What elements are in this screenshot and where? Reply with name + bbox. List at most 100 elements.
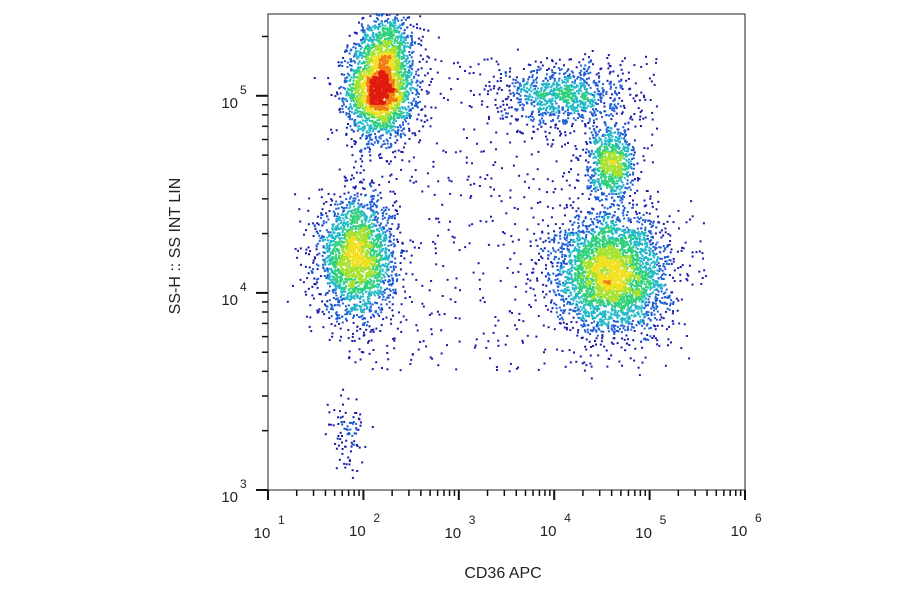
event-dot — [570, 106, 573, 109]
event-dot — [566, 79, 569, 82]
event-dot — [326, 260, 329, 263]
event-dot — [601, 334, 604, 337]
event-dot — [378, 25, 381, 28]
event-dot — [299, 278, 302, 281]
event-dot — [589, 354, 592, 357]
event-dot — [373, 218, 375, 221]
event-dot — [661, 269, 664, 272]
event-dot — [585, 364, 588, 367]
event-dot — [422, 305, 425, 308]
event-dot — [350, 99, 353, 102]
event-dot — [356, 195, 359, 198]
event-dot — [565, 292, 568, 294]
event-dot — [596, 102, 599, 105]
event-dot — [589, 111, 592, 114]
event-dot — [584, 132, 587, 135]
event-dot — [357, 428, 360, 431]
event-dot — [348, 463, 351, 466]
event-dot — [351, 200, 354, 203]
event-dot — [486, 105, 489, 108]
event-dot — [511, 311, 513, 314]
event-dot — [599, 304, 602, 307]
event-dot — [447, 176, 450, 179]
event-dot — [383, 216, 386, 219]
event-dot — [570, 85, 573, 88]
event-dot — [601, 215, 604, 218]
event-dot — [338, 97, 341, 100]
event-dot — [587, 230, 590, 233]
event-dot — [544, 348, 547, 351]
event-dot — [403, 60, 406, 63]
event-dot — [305, 252, 307, 255]
event-dot — [521, 103, 524, 106]
event-dot — [506, 132, 509, 135]
event-dot — [419, 341, 422, 343]
event-dot — [646, 234, 649, 237]
event-dot — [644, 356, 647, 359]
event-dot — [583, 317, 586, 320]
event-dot — [648, 254, 651, 257]
event-dot — [605, 349, 608, 352]
event-dot — [602, 330, 605, 333]
event-dot — [487, 90, 490, 93]
event-dot — [621, 181, 624, 184]
event-dot — [532, 130, 535, 133]
event-dot — [327, 138, 330, 141]
event-dot — [328, 233, 331, 236]
event-dot — [412, 181, 415, 184]
event-dot — [402, 123, 404, 126]
event-dot — [624, 191, 626, 194]
event-dot — [388, 280, 391, 283]
event-dot — [504, 116, 507, 119]
event-dot — [392, 26, 395, 29]
event-dot — [632, 97, 635, 100]
event-dot — [389, 232, 392, 235]
event-dot — [421, 35, 424, 38]
event-dot — [552, 247, 555, 250]
event-dot — [459, 65, 461, 68]
event-dot — [354, 197, 357, 200]
event-dot — [622, 205, 625, 208]
event-dot — [615, 223, 618, 226]
event-dot — [568, 260, 571, 263]
event-dot — [591, 179, 594, 182]
event-dot — [527, 63, 530, 66]
event-dot — [594, 181, 596, 184]
event-dot — [316, 222, 319, 225]
event-dot — [588, 197, 591, 200]
event-dot — [325, 277, 328, 280]
event-dot — [624, 152, 627, 155]
event-dot — [667, 255, 670, 258]
event-dot — [454, 301, 457, 303]
event-dot — [631, 304, 634, 307]
event-dot — [341, 441, 343, 444]
event-dot — [622, 183, 625, 186]
event-dot — [494, 98, 497, 101]
event-dot — [559, 237, 562, 240]
event-dot — [307, 209, 310, 212]
event-dot — [356, 294, 359, 297]
event-dot — [361, 25, 364, 28]
event-dot — [607, 212, 610, 215]
event-dot — [563, 326, 566, 329]
event-dot — [655, 252, 658, 255]
event-dot — [439, 92, 442, 95]
event-dot — [606, 79, 609, 82]
event-dot — [672, 301, 675, 303]
event-dot — [582, 58, 585, 61]
event-dot — [434, 252, 437, 255]
event-dot — [412, 156, 415, 159]
event-dot — [387, 146, 390, 149]
event-dot — [363, 34, 366, 37]
event-dot — [536, 279, 539, 282]
event-dot — [629, 160, 632, 163]
event-dot — [553, 238, 556, 241]
event-dot — [338, 237, 341, 240]
event-dot — [644, 256, 647, 259]
event-dot — [476, 142, 478, 145]
event-dot — [340, 213, 343, 216]
event-dot — [557, 257, 560, 260]
event-dot — [351, 443, 354, 446]
event-dot — [320, 216, 322, 219]
event-dot — [519, 85, 522, 88]
